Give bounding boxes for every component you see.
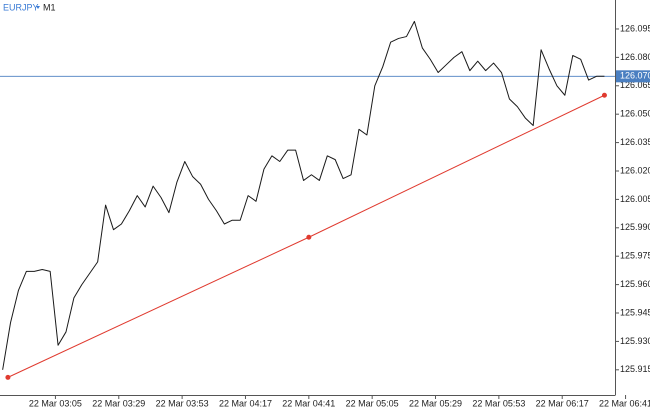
x-tick-label: 22 Mar 05:05 xyxy=(346,398,399,408)
y-tick-label: 125.990 xyxy=(620,222,650,232)
x-tick-label: 22 Mar 05:53 xyxy=(472,398,525,408)
x-tick-label: 22 Mar 04:41 xyxy=(282,398,335,408)
y-tick-label: 126.095 xyxy=(620,23,650,33)
trendline-anchor xyxy=(601,92,607,98)
x-tick-label: 22 Mar 05:29 xyxy=(409,398,462,408)
timeframe[interactable]: M1 xyxy=(43,2,56,12)
x-tick-label: 22 Mar 03:05 xyxy=(29,398,82,408)
y-tick-label: 125.930 xyxy=(620,336,650,346)
y-tick-label: 126.035 xyxy=(620,137,650,147)
y-tick-label: 125.915 xyxy=(620,364,650,374)
y-tick-label: 126.080 xyxy=(620,52,650,62)
price-line xyxy=(2,20,605,370)
x-tick-label: 22 Mar 03:29 xyxy=(92,398,145,408)
current-price-label: 126.070 xyxy=(620,71,650,81)
y-tick-label: 126.005 xyxy=(620,194,650,204)
x-tick-label: 22 Mar 06:41 xyxy=(599,398,650,408)
symbol-dropdown[interactable] xyxy=(36,6,40,9)
y-tick-label: 126.065 xyxy=(620,80,650,90)
y-tick-label: 125.960 xyxy=(620,279,650,289)
current-price-tag xyxy=(616,70,650,83)
trendline-anchor xyxy=(5,374,11,380)
x-tick-label: 22 Mar 06:17 xyxy=(536,398,589,408)
symbol[interactable]: EURJPY xyxy=(3,2,39,12)
y-tick-label: 126.050 xyxy=(620,109,650,119)
x-tick-label: 22 Mar 03:53 xyxy=(156,398,209,408)
y-tick-label: 125.975 xyxy=(620,251,650,261)
trendline-anchor xyxy=(306,234,312,240)
y-tick-label: 126.020 xyxy=(620,165,650,175)
x-tick-label: 22 Mar 04:17 xyxy=(219,398,272,408)
y-tick-label: 125.945 xyxy=(620,307,650,317)
